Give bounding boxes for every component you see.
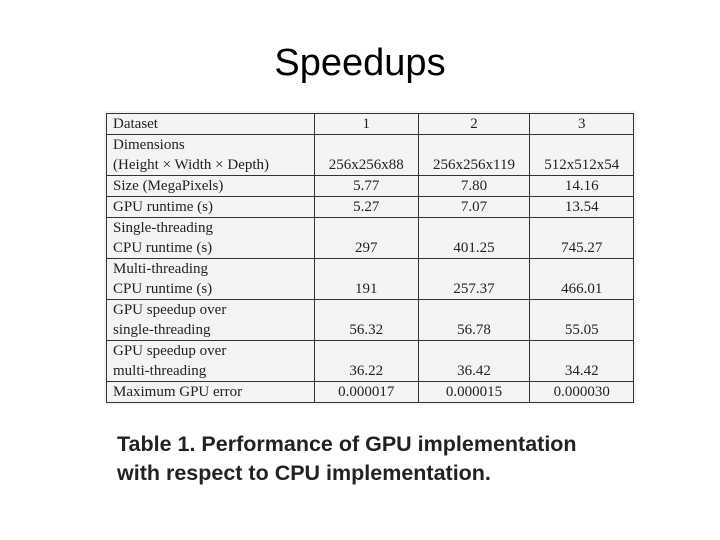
row-label-line: CPU runtime (s) — [113, 240, 213, 256]
row-label-line: (Height × Width × Depth) — [113, 157, 270, 173]
table-cell: 5.27 — [314, 196, 419, 218]
table-cell: 0.000017 — [314, 381, 419, 403]
row-label-line: Dimensions — [113, 137, 185, 153]
row-label-line: CPU runtime (s) — [113, 281, 213, 297]
table-cell: 512x512x54 — [529, 134, 634, 176]
table-row: GPU speedup over single-threading 56.32 5… — [106, 299, 634, 341]
table-cell: 401.25 — [417, 217, 531, 259]
table-cell: 34.42 — [529, 340, 634, 382]
row-label: Single-threading CPU runtime (s) — [106, 217, 315, 259]
table-row: GPU runtime (s) 5.27 7.07 13.54 — [106, 196, 634, 218]
header-label: Dataset — [106, 113, 315, 135]
row-label-line: GPU speedup over — [113, 343, 227, 359]
table-cell: 745.27 — [529, 217, 634, 259]
caption-line: with respect to CPU implementation. — [117, 461, 491, 485]
row-label: Size (MegaPixels) — [106, 175, 315, 197]
table-cell: 56.32 — [314, 299, 419, 341]
row-label: GPU speedup over multi-threading — [106, 340, 315, 382]
row-label-line: multi-threading — [113, 363, 207, 379]
row-label-line: Single-threading — [113, 220, 213, 236]
table-cell: 191 — [314, 258, 419, 300]
table-caption: Table 1. Performance of GPU implementati… — [117, 430, 677, 488]
row-label: GPU speedup over single-threading — [106, 299, 315, 341]
table-cell: 36.22 — [314, 340, 419, 382]
table-row: Maximum GPU error 0.000017 0.000015 0.00… — [106, 381, 634, 403]
table-cell: 14.16 — [529, 175, 634, 197]
table-cell: 36.42 — [417, 340, 531, 382]
header-column-3: 3 — [529, 113, 634, 135]
table-cell: 0.000015 — [417, 381, 531, 403]
row-label: GPU runtime (s) — [106, 196, 315, 218]
table-row: Single-threading CPU runtime (s) 297 401.… — [106, 217, 634, 259]
table-cell: 13.54 — [529, 196, 634, 218]
table-header-row: Dataset 1 2 3 — [106, 113, 634, 135]
table-cell: 56.78 — [417, 299, 531, 341]
row-label: Multi-threading CPU runtime (s) — [106, 258, 315, 300]
table-cell: 55.05 — [529, 299, 634, 341]
row-label-line: Multi-threading — [113, 261, 208, 277]
table-row: Dimensions (Height × Width × Depth) 256x2… — [106, 134, 634, 176]
table-cell: 7.07 — [417, 196, 531, 218]
performance-table: Dataset 1 2 3 Dimensions (Height × Width … — [106, 113, 634, 403]
header-column-2: 2 — [417, 113, 531, 135]
row-label: Maximum GPU error — [106, 381, 315, 403]
table-row: Size (MegaPixels) 5.77 7.80 14.16 — [106, 175, 634, 197]
row-label-line: GPU speedup over — [113, 302, 227, 318]
table-cell: 256x256x119 — [417, 134, 531, 176]
row-label: Dimensions (Height × Width × Depth) — [106, 134, 315, 176]
header-column-1: 1 — [314, 113, 419, 135]
table-cell: 257.37 — [417, 258, 531, 300]
table-cell: 7.80 — [417, 175, 531, 197]
table-cell: 466.01 — [529, 258, 634, 300]
table-row: GPU speedup over multi-threading 36.22 36… — [106, 340, 634, 382]
performance-table-image: Dataset 1 2 3 Dimensions (Height × Width … — [104, 111, 636, 405]
table-cell: 5.77 — [314, 175, 419, 197]
table-row: Multi-threading CPU runtime (s) 191 257.3… — [106, 258, 634, 300]
table-cell: 256x256x88 — [314, 134, 419, 176]
slide-title: Speedups — [274, 42, 446, 84]
table-cell: 0.000030 — [529, 381, 634, 403]
table-cell: 297 — [314, 217, 419, 259]
row-label-line: single-threading — [113, 322, 211, 338]
caption-line: Table 1. Performance of GPU implementati… — [117, 432, 577, 456]
